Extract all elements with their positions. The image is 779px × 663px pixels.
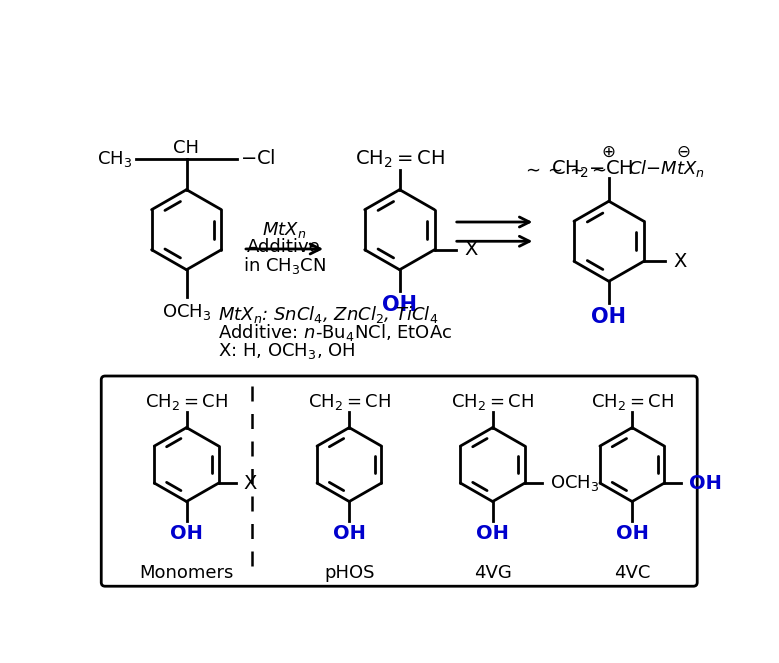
Text: in $\mathregular{CH_3}$CN: in $\mathregular{CH_3}$CN xyxy=(242,255,326,276)
Text: 4VG: 4VG xyxy=(474,564,512,582)
Text: $\oplus$: $\oplus$ xyxy=(601,143,615,161)
Text: MtX$_n$: SnCl$_4$, ZnCl$_2$, TiCl$_4$: MtX$_n$: SnCl$_4$, ZnCl$_2$, TiCl$_4$ xyxy=(217,304,438,325)
Text: OH: OH xyxy=(382,295,417,315)
Text: $\ominus$: $\ominus$ xyxy=(676,143,690,161)
Text: Additive: $n$-Bu$_4$NCl, EtOAc: Additive: $n$-Bu$_4$NCl, EtOAc xyxy=(217,322,452,343)
Text: MtX$_n$: MtX$_n$ xyxy=(262,219,306,240)
Text: $\mathregular{CH_2{=}CH}$: $\mathregular{CH_2{=}CH}$ xyxy=(308,392,391,412)
Text: CH: CH xyxy=(174,139,199,157)
Text: Monomers: Monomers xyxy=(139,564,234,582)
Text: $\mathregular{CH_2{-}CH}$: $\mathregular{CH_2{-}CH}$ xyxy=(551,158,633,180)
Text: X: X xyxy=(464,240,478,259)
Text: OCH$_3$: OCH$_3$ xyxy=(550,473,599,493)
Text: X: X xyxy=(244,473,257,493)
Text: Additive: Additive xyxy=(247,239,321,257)
Text: OH: OH xyxy=(476,524,509,544)
Text: $\mathregular{CH_2{=}CH}$: $\mathregular{CH_2{=}CH}$ xyxy=(145,392,228,412)
Text: $\mathregular{-Cl}$: $\mathregular{-Cl}$ xyxy=(240,149,276,168)
Text: X: X xyxy=(673,252,686,271)
Text: OH: OH xyxy=(333,524,365,544)
Text: OH: OH xyxy=(689,473,722,493)
Text: $\mathregular{OCH_3}$: $\mathregular{OCH_3}$ xyxy=(162,302,211,322)
Text: 4VC: 4VC xyxy=(614,564,650,582)
Text: Cl$\mathregular{{-}}$MtX$_n$: Cl$\mathregular{{-}}$MtX$_n$ xyxy=(628,158,705,180)
Text: OH: OH xyxy=(615,524,649,544)
Text: X: H, OCH$_3$, OH: X: H, OCH$_3$, OH xyxy=(217,341,355,361)
Text: pHOS: pHOS xyxy=(324,564,375,582)
Text: $\mathregular{CH_2{=}CH}$: $\mathregular{CH_2{=}CH}$ xyxy=(590,392,674,412)
FancyBboxPatch shape xyxy=(101,376,697,586)
Text: $\mathregular{CH_2{=}CH}$: $\mathregular{CH_2{=}CH}$ xyxy=(354,149,445,170)
Text: OH: OH xyxy=(170,524,203,544)
Text: $\sim\sim\sim\sim$: $\sim\sim\sim\sim$ xyxy=(522,160,607,178)
Text: $\mathregular{CH_3}$: $\mathregular{CH_3}$ xyxy=(97,149,132,169)
Text: $\mathregular{CH_2{=}CH}$: $\mathregular{CH_2{=}CH}$ xyxy=(451,392,534,412)
Text: OH: OH xyxy=(591,307,626,327)
